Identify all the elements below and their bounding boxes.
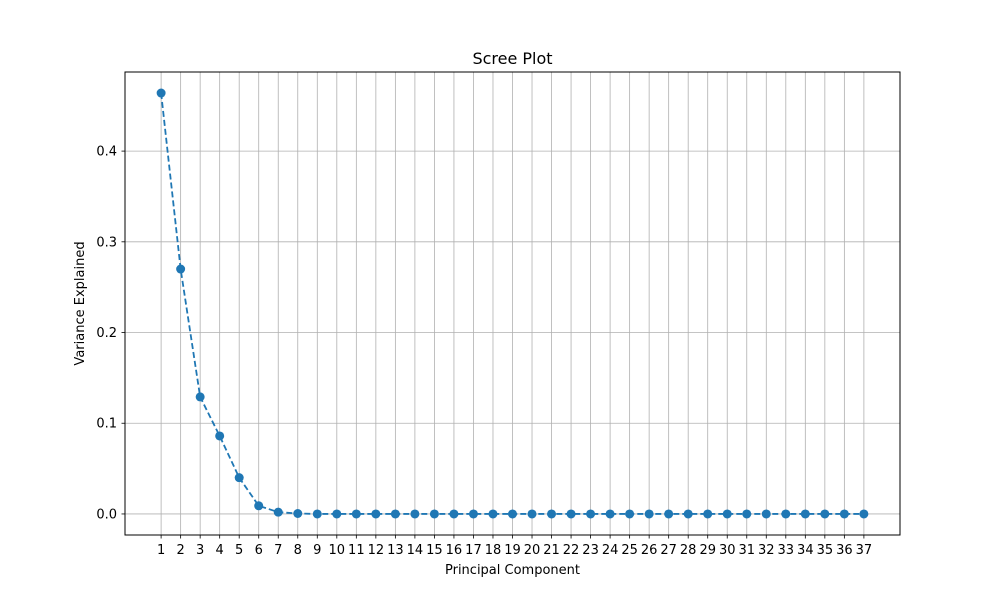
x-tick-label: 2 [176, 543, 184, 558]
x-tick-label: 23 [582, 543, 599, 558]
data-point [156, 88, 166, 98]
data-point [742, 509, 752, 519]
x-tick-label: 15 [426, 543, 443, 558]
data-point [488, 509, 498, 519]
x-tick-label: 12 [368, 543, 385, 558]
data-point [547, 509, 557, 519]
x-tick-label: 10 [329, 543, 346, 558]
data-series [156, 88, 869, 519]
y-tick-label: 0.0 [96, 507, 117, 522]
data-point [176, 264, 186, 274]
x-tick-label: 33 [778, 543, 795, 558]
x-tick-label: 29 [699, 543, 716, 558]
x-tick-label: 7 [274, 543, 282, 558]
x-tick-label: 21 [543, 543, 560, 558]
x-tick-label: 31 [738, 543, 755, 558]
x-tick-label: 1 [157, 543, 165, 558]
data-point [781, 509, 791, 519]
y-tick-label: 0.2 [96, 326, 117, 341]
x-tick-label: 27 [660, 543, 677, 558]
x-tick-label: 5 [235, 543, 243, 558]
x-tick-label: 4 [216, 543, 224, 558]
data-point [273, 507, 283, 517]
data-point [254, 501, 264, 511]
data-point [234, 473, 244, 483]
x-tick-label: 36 [836, 543, 853, 558]
data-point [410, 509, 420, 519]
data-point [351, 509, 361, 519]
data-point [683, 509, 693, 519]
data-point [722, 509, 732, 519]
x-tick-label: 19 [504, 543, 521, 558]
x-tick-label: 8 [294, 543, 302, 558]
x-tick-label: 30 [719, 543, 736, 558]
data-point [820, 509, 830, 519]
x-tick-label: 35 [817, 543, 834, 558]
x-tick-label: 14 [407, 543, 424, 558]
data-point [508, 509, 517, 519]
data-point [468, 509, 478, 519]
x-tick-label: 3 [196, 543, 204, 558]
x-tick-label: 22 [563, 543, 580, 558]
x-tick-label: 13 [387, 543, 404, 558]
data-point [800, 509, 810, 519]
y-axis-label: Variance Explained [73, 241, 88, 365]
x-tick-label: 32 [758, 543, 775, 558]
x-tick-label: 11 [348, 543, 365, 558]
x-tick-label: 28 [680, 543, 697, 558]
x-tick-label: 18 [485, 543, 502, 558]
x-axis-label: Principal Component [445, 563, 580, 578]
x-tick-label: 17 [465, 543, 482, 558]
x-tick-label: 20 [524, 543, 541, 558]
y-tick-label: 0.3 [96, 235, 117, 250]
data-point [429, 509, 439, 519]
data-point [195, 392, 205, 402]
data-point [371, 509, 381, 519]
x-tick-label: 34 [797, 543, 814, 558]
x-tick-label: 16 [446, 543, 463, 558]
x-tick-label: 37 [856, 543, 873, 558]
x-tick-label: 24 [602, 543, 619, 558]
data-point [312, 509, 322, 519]
data-point [644, 509, 654, 519]
x-tick-label: 26 [641, 543, 658, 558]
data-point [566, 509, 576, 519]
x-tick-label: 9 [313, 543, 321, 558]
data-point [703, 509, 713, 519]
data-point [839, 509, 849, 519]
data-point [605, 509, 615, 519]
data-point [390, 509, 400, 519]
data-point [586, 509, 596, 519]
data-point [527, 509, 537, 519]
plot-frame [124, 71, 901, 536]
data-point [625, 509, 635, 519]
data-point [859, 509, 869, 519]
grid-lines [125, 72, 900, 535]
x-tick-label: 6 [255, 543, 263, 558]
chart-title: Scree Plot [472, 49, 552, 68]
data-point [449, 509, 459, 519]
x-tick-label: 25 [621, 543, 638, 558]
y-tick-label: 0.1 [96, 417, 117, 432]
axis-ticks: 1 2 3 4 5 6 7 8 9 10 11 12 13 14 15 16 17 18 19 20 21 22 23 24 2… [96, 145, 872, 558]
data-point [664, 509, 674, 519]
data-point [332, 509, 342, 519]
y-tick-label: 0.4 [96, 145, 117, 160]
data-point [215, 431, 225, 441]
data-point [293, 509, 303, 519]
data-point [761, 509, 771, 519]
